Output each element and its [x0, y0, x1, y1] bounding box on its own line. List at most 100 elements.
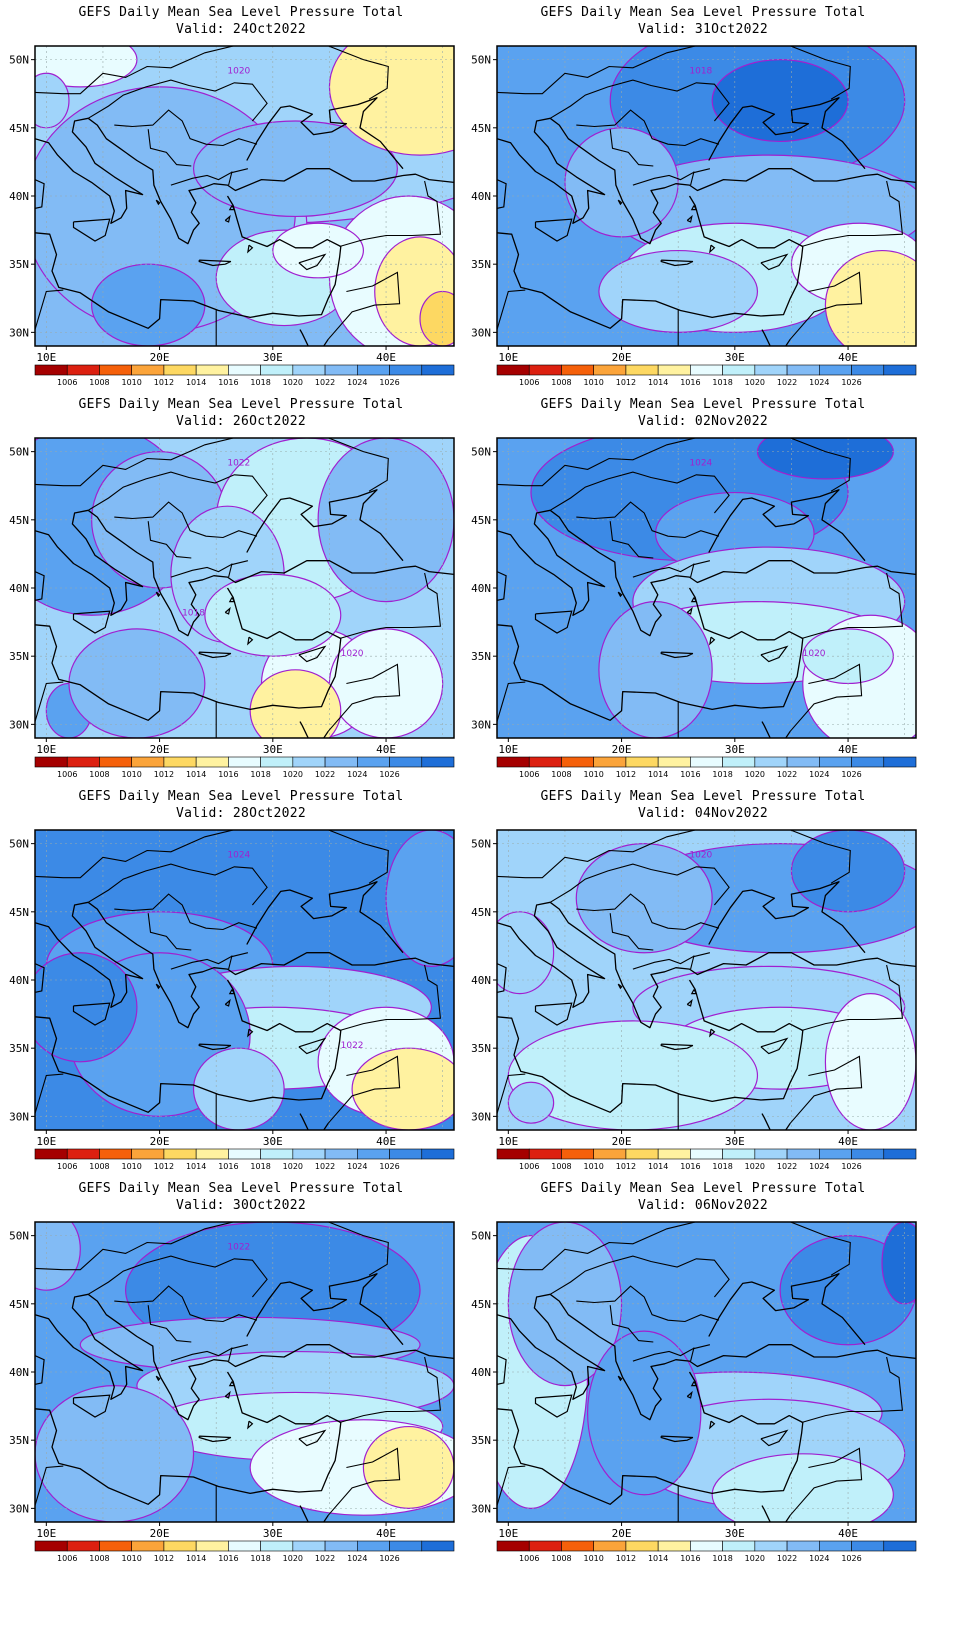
- country-border: [228, 171, 233, 186]
- country-border: [789, 46, 851, 100]
- colorbar-swatch: [786, 1148, 820, 1160]
- coastline: [497, 979, 804, 1113]
- colorbar-label: 1022: [315, 378, 335, 387]
- island: [686, 606, 693, 615]
- colorbar-label: 1008: [551, 770, 571, 779]
- colorbar-label: 1012: [154, 378, 174, 387]
- lon-label: 40E: [376, 743, 396, 756]
- island: [224, 998, 231, 1007]
- colorbar-label: 1024: [809, 1162, 829, 1171]
- colorbar-label: 1006: [519, 770, 539, 779]
- island: [198, 651, 232, 659]
- colorbar-label: 1010: [584, 378, 604, 387]
- colorbar-label: 1018: [250, 378, 270, 387]
- colorbar-swatch: [883, 1540, 917, 1552]
- colorbar-swatch: [66, 364, 100, 376]
- country-border: [87, 1255, 268, 1298]
- colorbar-swatch: [528, 756, 562, 768]
- lat-label: 35N: [471, 258, 491, 271]
- coastline: [549, 509, 866, 637]
- colorbar-label: 1022: [315, 770, 335, 779]
- colorbar-label: 1006: [57, 1162, 77, 1171]
- coastline: [402, 565, 454, 576]
- country-border: [801, 1356, 904, 1424]
- lat-label: 35N: [9, 1042, 29, 1055]
- country-border: [801, 572, 904, 640]
- colorbar-swatch: [625, 1148, 659, 1160]
- coastline: [402, 957, 454, 968]
- lat-label: 30N: [471, 1502, 491, 1515]
- colorbar-label: 1014: [186, 1554, 206, 1563]
- island: [686, 998, 693, 1007]
- lon-label: 20E: [150, 743, 170, 756]
- coastline: [497, 901, 606, 1008]
- country-border: [147, 913, 192, 951]
- colorbar-label: 1024: [347, 770, 367, 779]
- country-border: [339, 1356, 442, 1424]
- colorbar-swatch: [163, 1540, 197, 1552]
- coastline: [402, 1349, 454, 1360]
- colorbar-swatch: [292, 1540, 326, 1552]
- lat-label: 50N: [9, 446, 29, 459]
- lon-label: 20E: [612, 1527, 632, 1540]
- colorbar-label: 1012: [154, 770, 174, 779]
- coastline: [35, 195, 342, 329]
- country-border: [35, 830, 236, 879]
- colorbar-label: 1024: [347, 378, 367, 387]
- colorbar-label: 1010: [584, 1162, 604, 1171]
- colorbar-label: 1022: [315, 1554, 335, 1563]
- lon-label: 10E: [498, 351, 518, 364]
- graticule: [35, 46, 454, 346]
- colorbar: 1006 1008 1010 1012 1014 1016 1018 1020 1022 1024…: [496, 1148, 917, 1171]
- lat-label: 40N: [9, 582, 29, 595]
- country-border: [690, 1347, 695, 1362]
- colorbar-swatch: [324, 1540, 358, 1552]
- colorbar-label: 1018: [712, 1162, 732, 1171]
- island: [760, 1429, 789, 1447]
- contour-label: 1020: [803, 649, 826, 659]
- map-field: 1020: [497, 830, 916, 1130]
- lat-label: 30N: [471, 718, 491, 731]
- lon-label: 20E: [150, 1135, 170, 1148]
- lon-label: 20E: [612, 351, 632, 364]
- borders: [35, 830, 442, 1130]
- country-border: [170, 168, 249, 186]
- contour-label: 1022: [341, 1041, 364, 1051]
- panel-valid-date: Valid: 06Nov2022: [637, 1198, 769, 1213]
- coastline: [35, 117, 144, 224]
- island: [690, 597, 698, 603]
- borders: [497, 1222, 904, 1522]
- country-border: [114, 1285, 258, 1323]
- country-border: [327, 1222, 389, 1276]
- colorbar-swatch: [357, 1540, 390, 1552]
- country-border: [87, 863, 268, 906]
- country-border: [35, 46, 236, 95]
- colorbar-swatch: [786, 756, 820, 768]
- coastline: [299, 329, 329, 346]
- island: [228, 1381, 236, 1387]
- coastlines: [497, 1273, 916, 1522]
- panel-valid-date: Valid: 24Oct2022: [175, 22, 307, 37]
- contour-label: 1024: [689, 458, 712, 468]
- colorbar-label: 1016: [680, 770, 700, 779]
- coastlines: [35, 97, 454, 346]
- lon-label: 40E: [838, 1135, 858, 1148]
- country-border: [497, 1465, 526, 1506]
- colorbar-label: 1012: [616, 378, 636, 387]
- colorbar-label: 1012: [616, 1554, 636, 1563]
- panel-valid-date: Valid: 04Nov2022: [637, 806, 769, 821]
- colorbar-label: 1008: [551, 1554, 571, 1563]
- island: [534, 1394, 573, 1418]
- country-border: [35, 1073, 64, 1114]
- country-border: [576, 109, 720, 147]
- island: [497, 1354, 507, 1385]
- panel-title: GEFS Daily Mean Sea Level Pressure Total: [540, 1181, 866, 1196]
- contour-label: 1022: [227, 1242, 250, 1252]
- colorbar-label: 1020: [283, 378, 303, 387]
- colorbar-swatch: [292, 1148, 326, 1160]
- colorbar-label: 1006: [57, 1554, 77, 1563]
- colorbar-swatch: [163, 1148, 197, 1160]
- pressure-region: [497, 911, 555, 995]
- pressure-region: [35, 1385, 195, 1522]
